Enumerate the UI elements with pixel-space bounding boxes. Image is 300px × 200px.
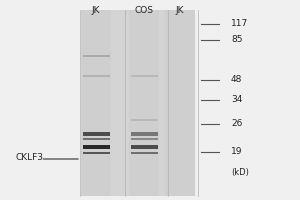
FancyBboxPatch shape <box>82 75 109 77</box>
FancyBboxPatch shape <box>130 132 158 136</box>
FancyBboxPatch shape <box>130 119 158 121</box>
Text: 48: 48 <box>231 75 242 84</box>
FancyBboxPatch shape <box>165 10 195 196</box>
Text: COS: COS <box>134 6 154 15</box>
Text: 19: 19 <box>231 148 242 156</box>
Text: 26: 26 <box>231 119 242 129</box>
Text: 117: 117 <box>231 20 248 28</box>
Text: (kD): (kD) <box>231 168 249 176</box>
FancyBboxPatch shape <box>82 132 109 136</box>
FancyBboxPatch shape <box>82 145 109 149</box>
Text: JK: JK <box>176 6 184 15</box>
Text: 85: 85 <box>231 36 242 45</box>
FancyBboxPatch shape <box>82 55 109 57</box>
FancyBboxPatch shape <box>130 138 158 140</box>
Text: CKLF3: CKLF3 <box>15 154 43 162</box>
FancyBboxPatch shape <box>81 10 195 196</box>
FancyBboxPatch shape <box>82 152 109 154</box>
FancyBboxPatch shape <box>82 138 109 140</box>
FancyBboxPatch shape <box>129 10 159 196</box>
FancyBboxPatch shape <box>130 75 158 77</box>
Text: 34: 34 <box>231 96 242 104</box>
FancyBboxPatch shape <box>130 145 158 149</box>
FancyBboxPatch shape <box>130 152 158 154</box>
FancyBboxPatch shape <box>81 10 111 196</box>
Text: JK: JK <box>92 6 100 15</box>
